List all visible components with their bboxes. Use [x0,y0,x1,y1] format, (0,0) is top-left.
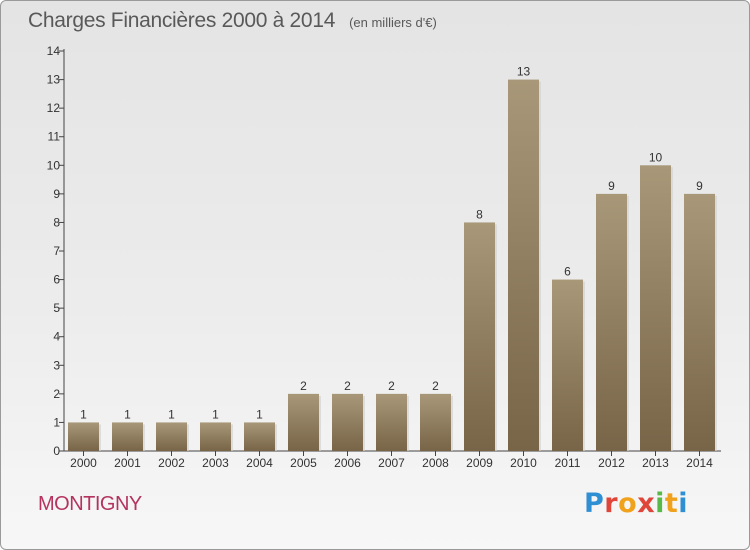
x-tick-label: 2006 [334,456,361,470]
chart-unit: (en milliers d'€) [349,15,437,30]
logo-letter: o [618,488,638,519]
logo-letter: x [637,488,656,519]
x-tick-label: 2011 [555,456,581,470]
bar [420,393,451,451]
data-label: 1 [124,407,131,421]
bar [200,422,231,451]
proxiti-logo: Proxiti [584,488,688,519]
bar [156,422,187,451]
bar [244,422,275,451]
logo-letter: P [584,488,605,519]
chart-title: Charges Financières 2000 à 2014 [28,9,336,32]
data-label: 2 [388,379,395,393]
data-label: 1 [256,407,263,421]
bar [640,165,671,452]
x-tick-label: 2014 [686,456,713,470]
title-row: Charges Financières 2000 à 2014 (en milli… [28,9,437,33]
bar [112,422,143,451]
bar [376,393,407,451]
logo-letter: i [655,488,665,519]
y-tick-label: 0 [53,444,60,458]
y-tick-label: 2 [53,387,60,401]
y-tick-label: 11 [48,130,61,144]
y-tick-label: 9 [53,187,60,201]
x-tick-label: 2004 [246,456,273,470]
bar [596,193,627,451]
data-label: 13 [517,65,531,79]
bar [464,222,495,451]
bar [288,393,319,451]
y-tick-label: 6 [53,273,60,287]
bar [552,279,583,451]
x-tick-label: 2013 [642,456,669,470]
place-name: MONTIGNY [38,493,142,515]
y-tick-label: 8 [53,215,60,229]
x-tick-label: 2012 [598,456,625,470]
x-tick-label: 2005 [290,456,317,470]
bar [332,393,363,451]
data-label: 1 [212,407,219,421]
logo-letter: t [664,488,679,519]
x-tick-label: 2007 [378,456,405,470]
data-label: 10 [649,150,663,164]
x-tick-label: 2010 [510,456,537,470]
x-tick-label: 2009 [466,456,493,470]
x-tick-label: 2002 [158,456,185,470]
data-label: 2 [300,379,307,393]
bar [508,79,539,451]
y-tick-label: 4 [53,330,60,344]
data-label: 1 [80,407,87,421]
data-label: 8 [476,207,483,221]
x-tick-label: 2008 [422,456,449,470]
x-tick-label: 2001 [114,456,141,470]
y-tick-label: 10 [47,158,61,172]
logo-letter: r [604,488,619,519]
y-tick-label: 3 [53,358,60,372]
y-tick-label: 13 [47,73,61,87]
x-tick-label: 2000 [70,456,97,470]
y-tick-label: 5 [53,301,60,315]
x-tick-label: 2003 [202,456,229,470]
data-label: 1 [168,407,175,421]
y-tick-label: 1 [53,415,60,429]
data-label: 2 [344,379,351,393]
data-label: 2 [432,379,439,393]
data-label: 9 [608,179,615,193]
data-label: 6 [564,265,571,279]
y-tick-label: 12 [47,101,61,115]
bar [684,193,715,451]
data-label: 9 [696,179,703,193]
logo-letter: i [678,488,689,519]
y-tick-label: 7 [53,244,60,258]
y-tick-label: 14 [47,44,61,58]
bar [68,422,99,451]
